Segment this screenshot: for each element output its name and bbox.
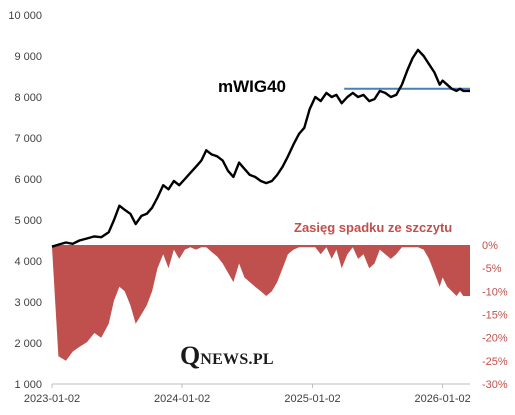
left-tick-label: 2 000 bbox=[14, 338, 42, 350]
x-tick-label: 2024-01-02 bbox=[154, 393, 210, 405]
left-axis-ticks: 1 000 2 000 3 000 4 000 5 000 6 000 7 000 8 000… bbox=[8, 10, 42, 391]
left-tick-label: 3 000 bbox=[14, 297, 42, 309]
left-tick-label: 4 000 bbox=[14, 256, 42, 268]
right-tick-label: 0% bbox=[482, 240, 498, 252]
right-tick-label: -10% bbox=[482, 286, 508, 298]
x-tick-label: 2023-01-02 bbox=[24, 393, 80, 405]
drawdown-area bbox=[52, 245, 470, 361]
drawdown-area-group bbox=[52, 245, 470, 361]
watermark-rest: NEWS.PL bbox=[200, 351, 274, 368]
left-tick-label: 8 000 bbox=[14, 92, 42, 104]
right-axis-ticks: 0% -5% -10% -15% -20% -25% -30% bbox=[482, 240, 508, 391]
index-line-group bbox=[51, 48, 470, 248]
watermark-initial: Q bbox=[180, 341, 201, 370]
drawdown-label: Zasięg spadku ze szczytu bbox=[294, 220, 452, 235]
x-tick-label: 2026-01-02 bbox=[414, 393, 470, 405]
x-axis-ticks: 2023-01-02 2024-01-02 2025-01-02 2026-01-02 bbox=[24, 384, 471, 405]
left-tick-label: 1 000 bbox=[14, 379, 42, 391]
right-tick-label: -20% bbox=[482, 333, 508, 345]
right-tick-label: -25% bbox=[482, 356, 508, 368]
left-tick-label: 5 000 bbox=[14, 215, 42, 227]
watermark-text: QNEWS.PL bbox=[180, 341, 274, 371]
right-tick-label: -5% bbox=[482, 263, 502, 275]
right-tick-label: -15% bbox=[482, 310, 508, 322]
left-tick-label: 10 000 bbox=[8, 10, 42, 22]
x-tick-label: 2025-01-02 bbox=[284, 393, 340, 405]
qnews-watermark: QNEWS.PL bbox=[170, 337, 274, 375]
left-tick-label: 9 000 bbox=[14, 51, 42, 63]
left-tick-label: 7 000 bbox=[14, 133, 42, 145]
left-tick-label: 6 000 bbox=[14, 174, 42, 186]
chart-title: mWIG40 bbox=[218, 77, 286, 96]
series-line-mwig40 bbox=[51, 48, 470, 248]
right-tick-label: -30% bbox=[482, 379, 508, 391]
